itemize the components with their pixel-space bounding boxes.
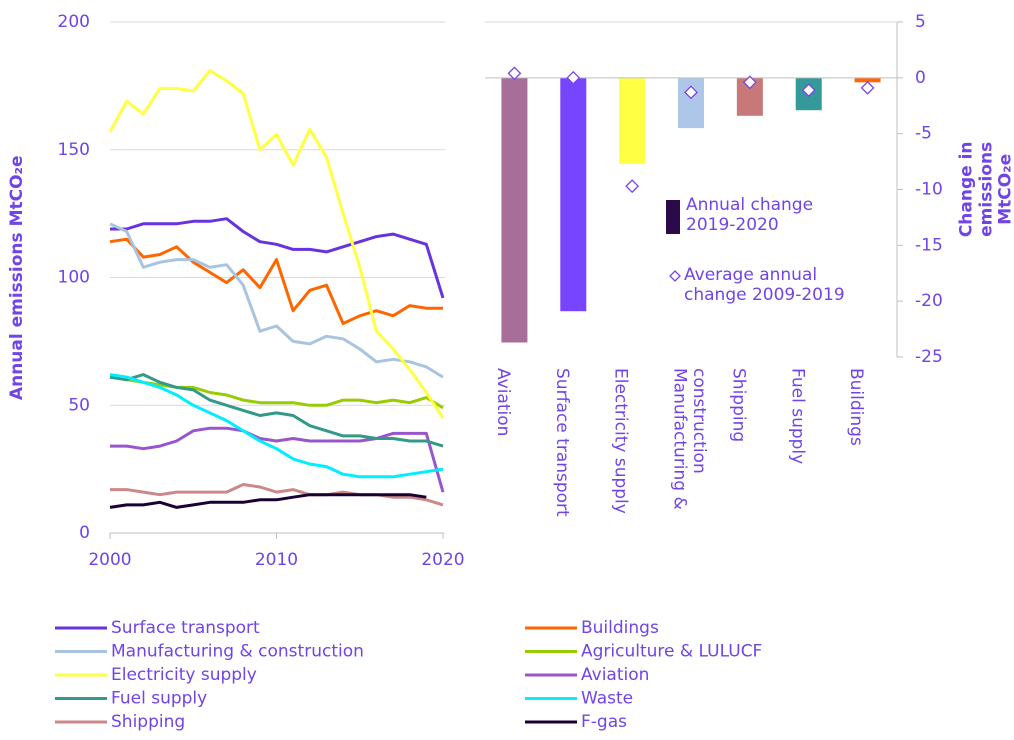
marker <box>507 66 522 81</box>
legend-label: Electricity supply <box>111 665 257 685</box>
y2-tick-label: -15 <box>915 235 943 255</box>
legend-swatch <box>669 270 681 282</box>
series-line <box>109 375 444 410</box>
series-line <box>110 483 444 507</box>
y2-tick-label: -20 <box>915 291 943 311</box>
legend-label: Waste <box>581 689 633 709</box>
x-tick-label: Shipping <box>728 368 749 443</box>
marker <box>566 70 581 85</box>
marker <box>625 179 640 194</box>
legend-label: Manufacturing & construction <box>111 642 364 662</box>
marker <box>684 85 698 100</box>
x-tick-label: Surface transport <box>551 368 572 517</box>
bar <box>501 77 528 343</box>
bar <box>619 77 646 164</box>
y2-tick-label: 0 <box>915 68 926 88</box>
y-tick-label: 200 <box>58 12 90 32</box>
y2-tick-label: -5 <box>915 124 932 144</box>
bar <box>678 77 704 129</box>
y-tick-label: 0 <box>79 523 90 543</box>
y2-tick-label: -10 <box>915 180 943 200</box>
y2-axis-label: Change in emissions MtCO₂e <box>956 141 1014 238</box>
x-tick-label: Manufacturing & construction <box>669 368 710 510</box>
legend-label: Agriculture & LULUCF <box>581 642 762 662</box>
x-tick-label: 2000 <box>88 550 131 570</box>
legend-label: Aviation <box>581 665 649 685</box>
y-tick-label: 100 <box>58 268 90 288</box>
series-line <box>109 222 444 379</box>
y2-tick-label: -25 <box>915 347 943 367</box>
marker <box>801 83 816 98</box>
series-line <box>109 373 444 448</box>
series-line <box>109 373 444 479</box>
marker <box>860 80 875 95</box>
legend-label: Surface transport <box>111 618 260 638</box>
x-tick-label: Buildings <box>846 368 867 446</box>
y-axis-label: Annual emissions MtCO₂e <box>7 155 28 401</box>
x-tick-label: Aviation <box>492 368 513 437</box>
y-tick-label: 50 <box>68 395 90 415</box>
legend-swatch <box>666 200 680 234</box>
legend-label: Fuel supply <box>111 689 207 709</box>
legend-label: F-gas <box>581 712 627 732</box>
y-tick-label: 150 <box>58 140 90 160</box>
series-line <box>108 69 445 419</box>
x-tick-label: Fuel supply <box>787 368 808 465</box>
x-tick-label: 2020 <box>421 550 464 570</box>
series-line <box>110 217 445 299</box>
x-tick-label: 2010 <box>255 550 298 570</box>
bar <box>560 77 587 312</box>
legend-label: Buildings <box>581 618 659 638</box>
legend-label: Annual change 2019-2020 <box>686 195 814 235</box>
x-tick-label: Electricity supply <box>610 368 631 514</box>
series-line <box>110 426 445 493</box>
bar <box>854 77 881 83</box>
series-line <box>109 237 443 325</box>
legend-label: Average annual change 2009-2019 <box>684 265 845 305</box>
marker <box>742 75 757 90</box>
legend-label: Shipping <box>111 712 185 732</box>
y2-tick-label: 5 <box>915 12 926 32</box>
series-line <box>109 493 427 509</box>
